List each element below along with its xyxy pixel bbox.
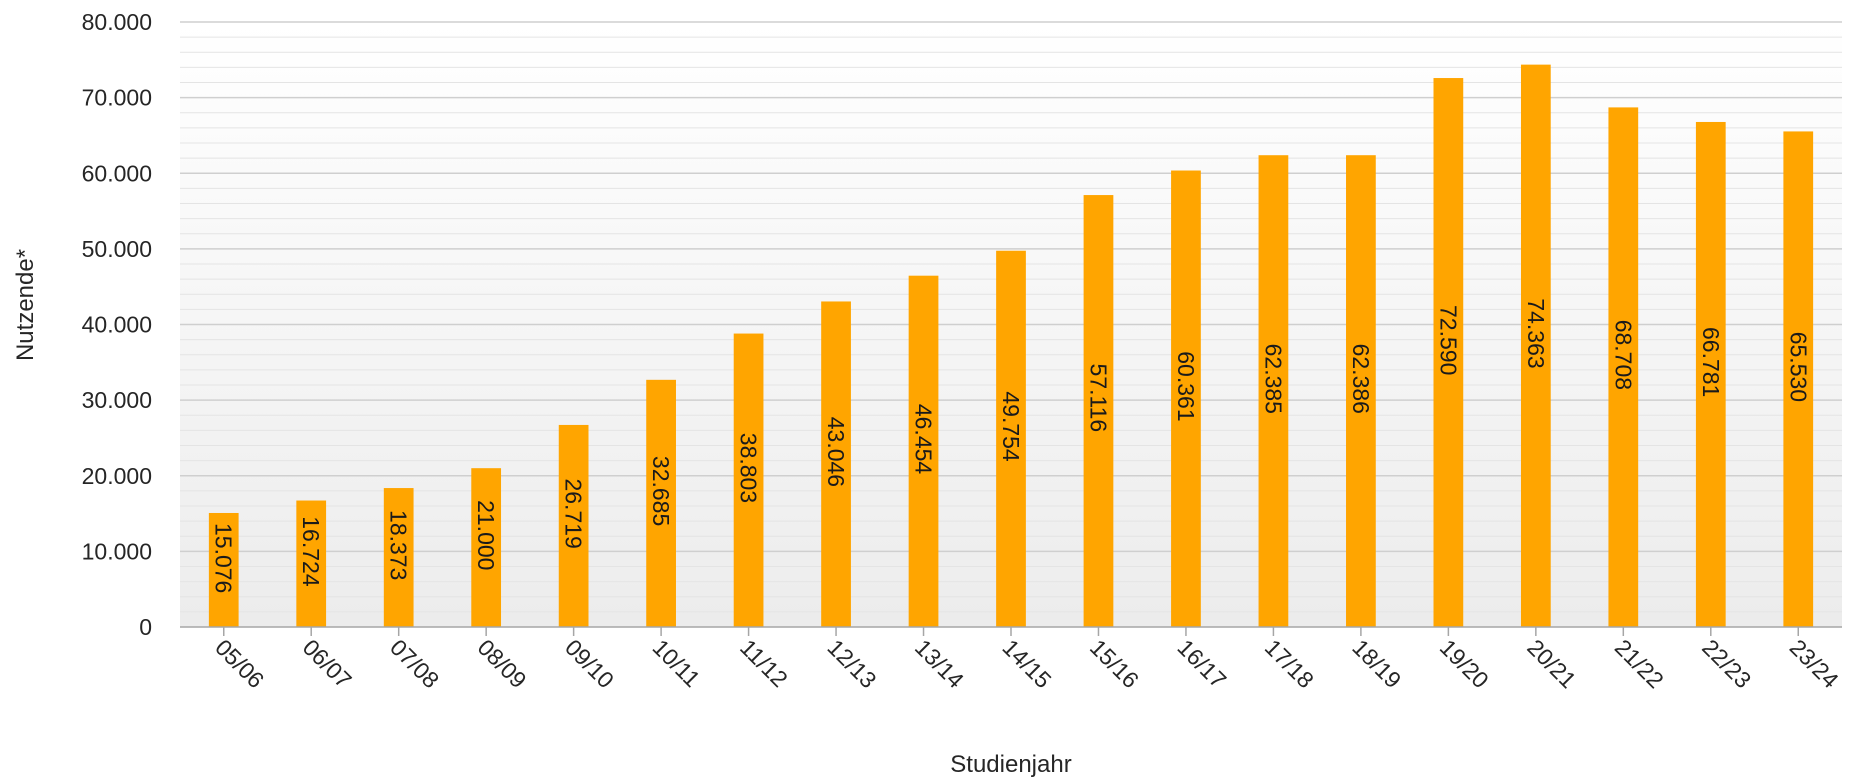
bar (1083, 195, 1114, 628)
x-tick-label: 05/06 (210, 634, 269, 693)
x-tick-label: 15/16 (1085, 634, 1144, 693)
bar (558, 424, 589, 627)
y-axis-title: Nutzende* (12, 249, 39, 361)
bar-value-label: 43.046 (823, 417, 849, 487)
y-tick-label: 80.000 (82, 9, 152, 35)
bar-value-label: 49.754 (998, 391, 1024, 462)
bar (296, 500, 327, 627)
x-tick-label: 09/10 (560, 634, 619, 693)
x-tick-label: 19/20 (1435, 634, 1494, 693)
bar (1171, 170, 1201, 627)
bar (908, 275, 939, 627)
x-tick-label: 14/15 (997, 634, 1056, 693)
x-axis-title: Studienjahr (950, 751, 1071, 778)
y-tick-label: 50.000 (82, 236, 152, 262)
bar-value-label: 26.719 (561, 478, 587, 548)
x-tick-label: 21/22 (1610, 634, 1669, 693)
x-tick-label: 17/18 (1260, 634, 1319, 693)
bar (1433, 78, 1464, 627)
x-tick-label: 13/14 (910, 634, 969, 693)
bar (1520, 64, 1551, 627)
bar-value-labels: 15.076 16.724 18.373 21.000 26.719 32.685 38.8… (211, 298, 1812, 593)
bar-value-label: 62.385 (1260, 344, 1286, 414)
bar (1695, 121, 1726, 627)
x-tick-label: 22/23 (1697, 634, 1756, 693)
bar-value-label: 68.708 (1610, 320, 1636, 390)
bar-value-label: 38.803 (736, 433, 762, 503)
y-tick-label: 60.000 (82, 160, 152, 186)
bar (471, 468, 502, 627)
x-tick-label: 23/24 (1785, 634, 1844, 693)
bar (646, 379, 676, 627)
bar-value-label: 60.361 (1173, 351, 1199, 421)
bar (1258, 155, 1289, 627)
bar-value-label: 46.454 (911, 404, 937, 475)
bar (996, 250, 1026, 627)
x-tick-label: 12/13 (823, 634, 882, 693)
bar (1346, 155, 1376, 627)
bar-value-label: 66.781 (1698, 327, 1724, 397)
y-tick-label: 10.000 (82, 538, 152, 564)
y-tick-label: 40.000 (82, 312, 152, 338)
x-tick-label: 16/17 (1172, 634, 1231, 693)
y-axis-tick-labels: 0 10.000 20.000 30.000 40.000 50.000 60.000 70.… (82, 9, 152, 640)
x-tick-label: 06/07 (298, 634, 357, 693)
bar-value-label: 15.076 (211, 523, 237, 593)
bars (208, 64, 1814, 628)
y-tick-label: 70.000 (82, 85, 152, 111)
y-tick-label: 30.000 (82, 387, 152, 413)
bar-value-label: 62.386 (1348, 344, 1374, 414)
x-tick-label: 10/11 (648, 634, 706, 692)
bar (733, 333, 764, 627)
bar-value-label: 57.116 (1085, 364, 1111, 433)
bar (383, 488, 414, 627)
bar-value-label: 16.724 (298, 516, 324, 587)
bar (1608, 107, 1639, 627)
x-axis-tick-labels: 05/06 06/07 07/08 08/09 09/10 10/11 11/12 12/13… (210, 634, 1844, 693)
x-tick-label: 20/21 (1522, 634, 1581, 693)
x-tick-label: 08/09 (473, 634, 532, 693)
bar (208, 512, 239, 627)
x-tick-label: 07/08 (385, 634, 444, 693)
bar (821, 301, 851, 627)
x-axis-ticks (222, 627, 1800, 636)
bar-value-label: 32.685 (648, 456, 674, 526)
bar-value-label: 72.590 (1435, 305, 1461, 375)
x-tick-label: 18/19 (1347, 634, 1406, 693)
y-tick-label: 20.000 (82, 463, 152, 489)
bar-value-label: 21.000 (473, 500, 499, 570)
y-tick-label: 0 (139, 614, 152, 640)
bar-value-label: 74.363 (1523, 298, 1549, 368)
bar-value-label: 18.373 (386, 510, 412, 580)
x-tick-label: 11/12 (735, 634, 793, 692)
bar (1783, 131, 1814, 627)
bar-value-label: 65.530 (1785, 332, 1811, 402)
